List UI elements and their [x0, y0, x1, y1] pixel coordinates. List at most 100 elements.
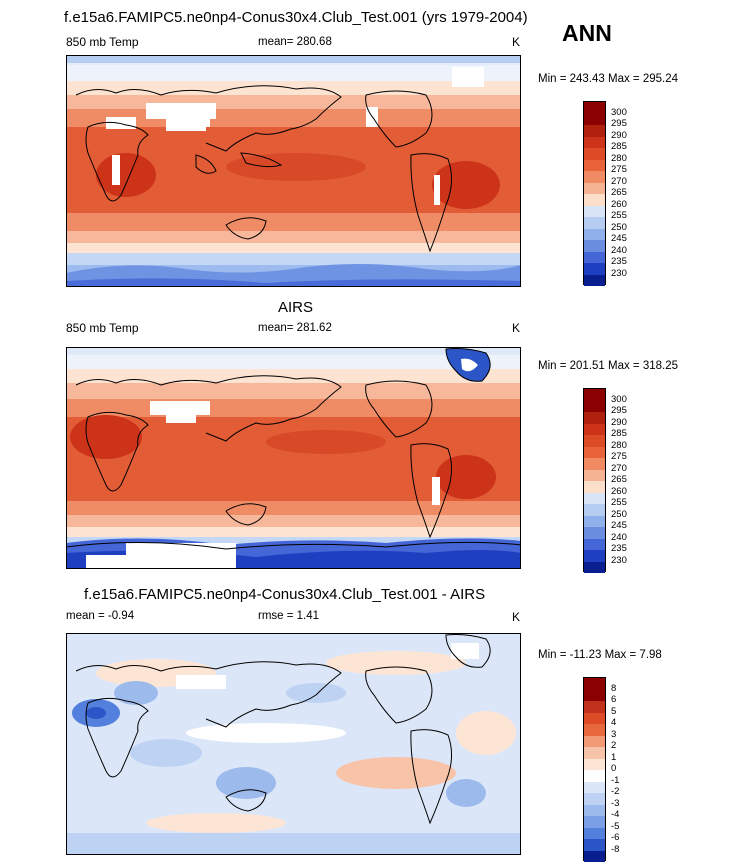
- colorbar-swatch: [584, 850, 605, 862]
- colorbar-swatch: [584, 194, 605, 206]
- colorbar-swatch: [584, 504, 605, 516]
- p3-patch: [130, 739, 202, 767]
- panel1-map: [66, 55, 521, 287]
- colorbar-swatch: [584, 228, 605, 240]
- colorbar-level-label: 285: [611, 141, 627, 152]
- colorbar-swatch: [584, 205, 605, 217]
- p1-band: [66, 95, 521, 109]
- colorbar-level-label: 265: [611, 187, 627, 198]
- colorbar-swatch: [584, 412, 605, 424]
- panel1-mean: mean= 280.68: [258, 36, 332, 48]
- p1-band: [66, 65, 521, 81]
- panel2-mean: mean= 281.62: [258, 322, 332, 334]
- p2-missing: [461, 358, 478, 372]
- panel3-units: K: [512, 610, 521, 624]
- colorbar-swatch: [584, 435, 605, 447]
- colorbar-level-label: 285: [611, 428, 627, 439]
- colorbar-swatch: [584, 481, 605, 493]
- season-label: ANN: [562, 20, 612, 46]
- colorbar-swatch: [584, 469, 605, 481]
- colorbar-level-label: 1: [611, 751, 617, 763]
- p2-band: [66, 369, 521, 383]
- p3-bg: [66, 833, 521, 855]
- panel2-units: K: [512, 321, 521, 335]
- p2-missing: [166, 411, 196, 423]
- panel2-colorbar: 300 295 290 285 280 275 270 265 260 255 250 245 240 2…: [583, 388, 627, 573]
- colorbar-level-label: 295: [611, 118, 627, 129]
- colorbar-level-label: -2: [611, 786, 620, 797]
- colorbar-level-label: 275: [611, 451, 627, 462]
- colorbar-swatch: [584, 240, 605, 252]
- p3-patch: [146, 813, 286, 833]
- colorbar-swatch: [584, 458, 605, 470]
- colorbar-swatch: [584, 724, 605, 736]
- colorbar-swatch: [584, 113, 605, 125]
- colorbar-swatch: [584, 804, 605, 816]
- panel3-mean: mean = -0.94: [66, 610, 135, 622]
- panel3-minmax: Min = -11.23 Max = 7.98: [538, 649, 662, 661]
- colorbar-swatch: [584, 839, 605, 851]
- p3-patch: [186, 723, 346, 743]
- panel2-minmax: Min = 201.51 Max = 318.25: [538, 360, 679, 372]
- colorbar-level-label: 300: [611, 393, 627, 405]
- colorbar-swatch: [584, 538, 605, 550]
- p1-band: [66, 231, 521, 243]
- p2-band: [66, 501, 521, 515]
- colorbar-swatch: [584, 102, 605, 114]
- panel2-colorbar-swatches: [583, 388, 606, 573]
- p1-band: [66, 253, 521, 265]
- colorbar-level-label: 250: [611, 221, 627, 233]
- colorbar-swatch: [584, 827, 605, 839]
- colorbar-swatch: [584, 770, 605, 782]
- p2-missing: [86, 555, 146, 569]
- colorbar-swatch: [584, 816, 605, 828]
- colorbar-swatch: [584, 747, 605, 759]
- colorbar-level-label: 260: [611, 198, 627, 210]
- colorbar-level-label: -4: [611, 809, 620, 820]
- p2-warm-spot: [70, 415, 142, 459]
- colorbar-level-label: 245: [611, 520, 627, 531]
- colorbar-level-label: 290: [611, 129, 627, 141]
- colorbar-level-label: 240: [611, 531, 627, 543]
- p2-band: [66, 355, 521, 369]
- colorbar-swatch: [584, 678, 605, 690]
- colorbar-swatch: [584, 515, 605, 527]
- p2-band: [66, 383, 521, 399]
- colorbar-level-label: 300: [611, 106, 627, 118]
- colorbar-level-label: 270: [611, 462, 627, 474]
- p1-missing: [452, 67, 484, 87]
- p3-patch: [336, 757, 456, 789]
- colorbar-level-label: 260: [611, 485, 627, 497]
- colorbar-level-label: 245: [611, 233, 627, 244]
- colorbar-swatch: [584, 400, 605, 412]
- colorbar-level-label: 3: [611, 728, 617, 740]
- p1-coastlines: [75, 85, 452, 253]
- colorbar-swatch: [584, 389, 605, 401]
- colorbar-level-label: 270: [611, 175, 627, 187]
- p3-patch: [286, 683, 346, 703]
- colorbar-swatch: [584, 735, 605, 747]
- colorbar-swatch: [584, 263, 605, 275]
- colorbar-level-label: 280: [611, 152, 627, 164]
- panel1-minmax: Min = 243.43 Max = 295.24: [538, 73, 679, 85]
- colorbar-swatch: [584, 701, 605, 713]
- colorbar-swatch: [584, 423, 605, 435]
- colorbar-swatch: [584, 274, 605, 286]
- colorbar-level-label: 6: [611, 694, 617, 705]
- colorbar-level-label: 265: [611, 474, 627, 485]
- colorbar-swatch: [584, 527, 605, 539]
- p2-missing: [432, 477, 440, 505]
- colorbar-level-label: 230: [611, 554, 627, 566]
- colorbar-level-label: 5: [611, 705, 617, 717]
- panel2-title: AIRS: [278, 299, 314, 316]
- colorbar-level-label: 255: [611, 210, 627, 221]
- colorbar-level-label: -3: [611, 797, 620, 809]
- p1-band: [66, 213, 521, 231]
- p3-missing: [176, 675, 226, 689]
- p1-missing: [434, 175, 440, 205]
- p2-warm-spot: [266, 430, 386, 454]
- colorbar-level-label: -6: [611, 832, 620, 843]
- colorbar-level-label: 8: [611, 682, 617, 694]
- colorbar-swatch: [584, 550, 605, 562]
- panel3-colorbar: 8 6 5 4 3 2 1 0 -1 -2 -3 -4 -5 -6 -8: [583, 677, 619, 862]
